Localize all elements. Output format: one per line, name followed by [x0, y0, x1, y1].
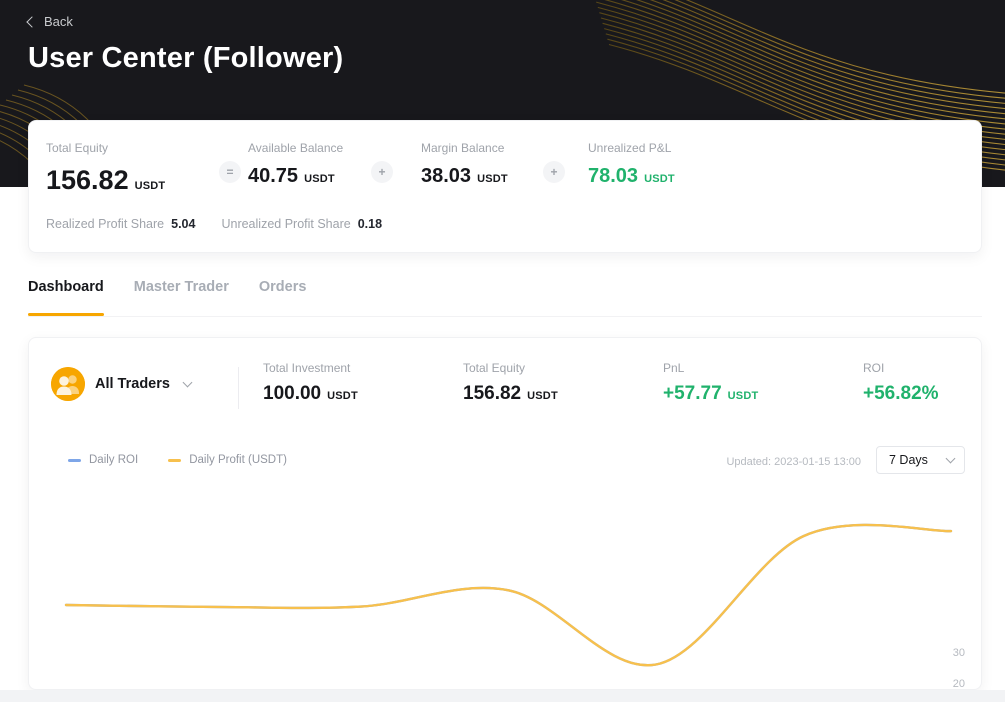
tab-bar: Dashboard Master Trader Orders: [28, 279, 982, 317]
stat-label: Unrealized P&L: [588, 141, 672, 155]
legend-dash-icon: [168, 458, 182, 462]
range-select[interactable]: 7 Days: [876, 446, 965, 474]
trader-filter-label: All Traders: [95, 376, 170, 392]
line-chart: 30 20 10 0 -10 -20: [29, 481, 981, 690]
chevron-down-icon: [945, 453, 956, 464]
stat-value: 78.03: [588, 165, 639, 187]
stat-margin-balance: Margin Balance 38.03 USDT: [421, 141, 508, 188]
updated-timestamp: Updated: 2023-01-15 13:00: [726, 456, 861, 468]
page-footer-strip: [0, 690, 1005, 702]
stat-total-equity: Total Equity 156.82 USDT: [46, 141, 165, 196]
legend-item-daily-profit[interactable]: Daily Profit (USDT): [168, 454, 287, 466]
plus-icon: +: [543, 161, 565, 183]
range-select-value: 7 Days: [889, 453, 928, 467]
traders-avatar-icon: [51, 367, 85, 401]
chevron-left-icon: [26, 16, 38, 28]
stat-unrealized-pnl: Unrealized P&L 78.03 USDT: [588, 141, 675, 188]
stat-unit: USDT: [644, 173, 675, 185]
trader-filter-dropdown[interactable]: All Traders: [51, 367, 193, 401]
stat-unit: USDT: [477, 173, 508, 185]
back-button[interactable]: Back: [26, 14, 73, 29]
stat-roi: ROI +56.82%: [863, 361, 939, 404]
stat-available-balance: Available Balance 40.75 USDT: [248, 141, 343, 188]
dashboard-card: All Traders Total Investment 100.00 USDT …: [28, 337, 982, 690]
chart-legend: Daily ROI Daily Profit (USDT): [68, 454, 287, 466]
balance-summary-card: Total Equity 156.82 USDT = Available Bala…: [28, 120, 982, 253]
stat-total-equity-dash: Total Equity 156.82 USDT: [463, 361, 558, 404]
stat-unit: USDT: [304, 173, 335, 185]
divider: [238, 367, 239, 409]
unrealized-profit-share: Unrealized Profit Share 0.18: [221, 217, 383, 231]
y-axis-tick: 20: [952, 678, 965, 690]
stat-label: Margin Balance: [421, 141, 505, 155]
equals-icon: =: [219, 161, 241, 183]
page-title: User Center (Follower): [28, 42, 344, 74]
stat-unit: USDT: [134, 180, 166, 192]
tab-master-trader[interactable]: Master Trader: [133, 279, 229, 295]
stat-label: Total Equity: [46, 141, 109, 155]
chart-canvas: [64, 523, 953, 667]
stat-label: Available Balance: [248, 141, 344, 155]
stat-pnl: PnL +57.77 USDT: [663, 361, 759, 404]
stat-value: 40.75: [248, 165, 299, 187]
plus-icon: +: [371, 161, 393, 183]
tab-dashboard[interactable]: Dashboard: [28, 279, 104, 316]
stat-value: 38.03: [421, 165, 472, 187]
legend-dash-icon: [68, 458, 81, 462]
tab-orders[interactable]: Orders: [258, 279, 307, 295]
y-axis-tick: 30: [952, 647, 965, 659]
stat-value: 156.82: [46, 165, 129, 195]
stat-total-investment: Total Investment 100.00 USDT: [263, 361, 358, 404]
legend-item-daily-roi[interactable]: Daily ROI: [68, 454, 138, 466]
profit-share-row: Realized Profit Share 5.04 Unrealized Pro…: [46, 217, 382, 231]
realized-profit-share: Realized Profit Share 5.04: [46, 217, 196, 231]
chevron-down-icon: [182, 377, 193, 388]
back-label: Back: [44, 14, 73, 29]
